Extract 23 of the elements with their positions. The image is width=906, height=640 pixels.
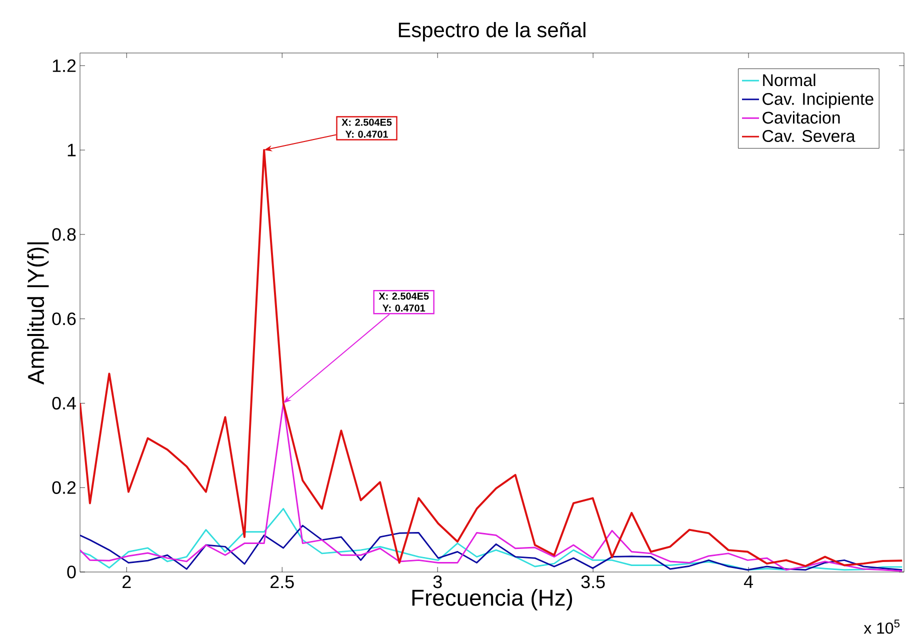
legend-label: Cav. Incipiente	[762, 92, 874, 108]
y-tick-label: 0.6	[52, 312, 76, 326]
x-tick-label: 3	[433, 576, 442, 588]
y-tick-label: 1	[68, 144, 76, 156]
legend-label: Cavitacion	[762, 111, 840, 124]
x-tick-label: 3.5	[581, 576, 605, 588]
y-tick-label: 0.4	[52, 396, 76, 410]
x-axis-title: Frecuencia (Hz)	[412, 589, 572, 610]
legend-label: Normal	[763, 74, 816, 86]
legend-label: Cav. Severa	[762, 130, 856, 142]
line-series	[80, 524, 903, 571]
x-tick-label: 2.5	[270, 576, 294, 588]
y-tick-label: 0	[67, 566, 76, 578]
text: x 10$^{5}$	[864, 620, 900, 634]
x-tick-label: 4	[744, 576, 754, 588]
chart-title: Espectro de la señal	[398, 22, 586, 42]
y-tick-label: 0.2	[52, 481, 76, 494]
y-axis-title: Amplitud |Y(f)|	[27, 242, 49, 385]
annotation: X: 2.504E5 Y: 0.4701	[378, 292, 429, 312]
y-tick-label: 0.8	[52, 228, 76, 241]
annotation: X: 2.504E5 Y: 0.4701	[342, 118, 392, 138]
x-tick-label: 2	[122, 576, 131, 588]
y-tick-label: 1.2	[52, 59, 76, 72]
